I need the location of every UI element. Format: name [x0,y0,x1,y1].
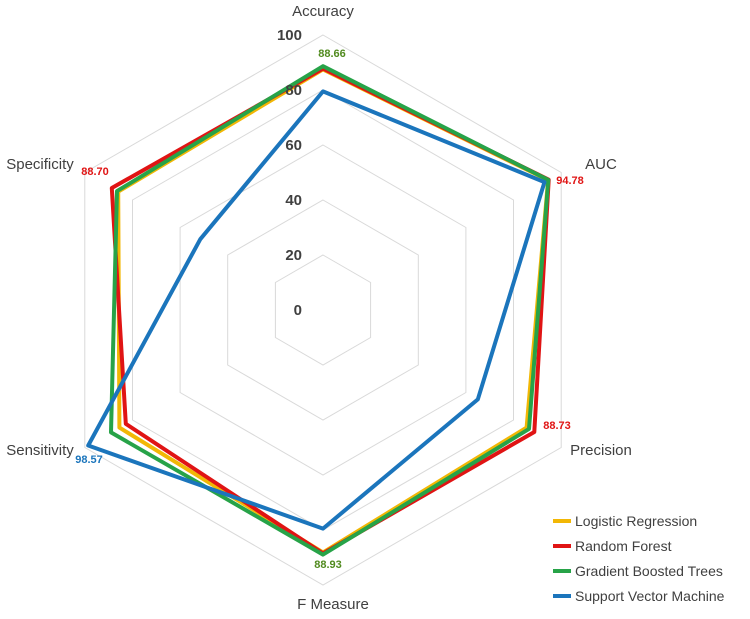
legend-item-gradient-boosted-trees: Gradient Boosted Trees [553,558,724,583]
tick-label: 0 [294,302,302,319]
legend-label: Gradient Boosted Trees [575,562,723,579]
series-line-random-forest [109,66,551,556]
radar-series [86,64,551,557]
legend-label: Support Vector Machine [575,587,725,604]
tick-label: 100 [277,27,302,44]
axis-label-precision: Precision [570,442,632,459]
legend-label: Random Forest [575,537,672,554]
data-label-auc: 94.78 [556,175,584,187]
series-line-support-vector-machine [86,89,547,531]
data-label-specificity: 88.70 [81,166,109,178]
data-label-precision: 88.73 [543,420,571,432]
tick-label: 60 [285,137,302,154]
legend-item-logistic-regression: Logistic Regression [553,508,724,533]
legend-swatch [553,568,571,573]
legend-item-random-forest: Random Forest [553,533,724,558]
axis-label-auc: AUC [585,156,617,173]
axis-label-f-measure: F Measure [297,596,369,613]
tick-label: 80 [285,82,302,99]
data-label-sensitivity: 98.57 [75,454,103,466]
grid-ring [274,254,372,366]
grid-ring [227,199,419,421]
tick-label: 20 [285,247,302,264]
legend-swatch [553,543,571,548]
radar-grid [84,34,562,586]
legend: Logistic Regression Random Forest Gradie… [553,508,724,608]
axis-label-accuracy: Accuracy [292,3,354,20]
legend-swatch [553,593,571,598]
radar-text: 0 20 40 60 80 100 Accuracy AUC Precision F Measur… [6,3,632,613]
data-label-accuracy: 88.66 [318,48,346,60]
grid-ring [179,144,467,476]
legend-swatch [553,518,571,523]
axis-label-sensitivity: Sensitivity [6,442,74,459]
legend-label: Logistic Regression [575,512,698,529]
tick-label: 40 [285,192,302,209]
axis-label-specificity: Specificity [6,156,74,173]
data-label-f-measure: 88.93 [314,559,342,571]
grid-ring [84,34,562,586]
legend-item-support-vector-machine: Support Vector Machine [553,583,724,608]
series-line-gradient-boosted-trees [109,64,551,557]
